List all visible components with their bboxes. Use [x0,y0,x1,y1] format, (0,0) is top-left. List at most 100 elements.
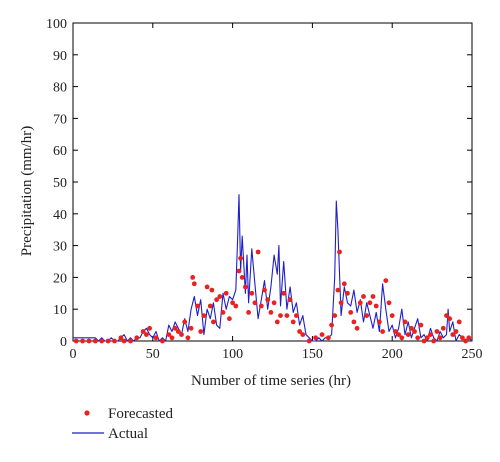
forecasted-point [204,284,210,290]
x-tick-label: 50 [146,347,160,362]
forecasted-point [239,275,245,280]
forecasted-point [190,275,196,280]
x-tick-label: 250 [462,347,483,362]
forecasted-point [306,338,312,344]
forecasted-point [220,310,226,315]
y-tick-label: 30 [53,240,67,255]
forecasted-point [169,335,175,341]
forecasted-point [431,338,437,344]
y-tick-label: 100 [46,17,67,32]
forecasted-point [179,332,184,337]
forecasted-point [313,335,318,341]
y-axis-title: Precipitation (mm/hr) [19,126,35,256]
forecasted-point [428,332,433,337]
legend: Forecasted Actual [72,406,173,442]
forecasted-point [274,319,280,325]
forecasted-point [153,335,159,341]
forecasted-point [399,335,405,341]
forecasted-point [249,290,255,296]
forecasted-point [252,300,258,306]
x-tick-label: 0 [70,347,77,362]
forecasted-point [201,313,207,318]
forecasted-point [198,329,204,334]
forecasted-point [207,303,213,309]
legend-forecasted-label: Forecasted [108,406,173,422]
forecasted-point [380,329,385,334]
forecasted-point [453,329,459,334]
forecasted-point [373,303,379,309]
forecasted-point [160,338,165,344]
forecasted-point [80,338,85,344]
forecasted-point [335,287,341,293]
forecasted-point [211,319,216,325]
forecasted-point [105,338,111,344]
x-axis-title: Number of time series (hr) [191,373,351,389]
forecasted-point [386,300,392,306]
forecasted-point [370,294,376,299]
forecasted-point [271,300,277,306]
forecasted-point [255,249,261,255]
forecasted-point [294,313,299,318]
x-tick-label: 200 [382,347,403,362]
forecasted-point [402,319,408,325]
y-tick-label: 50 [53,176,67,191]
forecasted-point [214,297,220,303]
forecasted-point [233,303,239,309]
forecasted-point [351,319,357,325]
forecasted-point [99,338,105,344]
forecasted-point [326,335,331,341]
forecasted-point [460,335,465,341]
forecasted-point [128,338,133,344]
forecasted-point [287,297,293,303]
forecasted-point [337,249,342,255]
forecasted-point [134,335,140,341]
forecasted-point [284,313,290,318]
forecasted-point [456,319,462,325]
forecasted-point [329,322,334,328]
x-tick-label: 150 [302,347,323,362]
forecasted-point [195,303,200,309]
forecasted-point [243,284,248,290]
forecasted-point [86,338,92,344]
y-tick-label: 80 [53,81,67,96]
y-tick-label: 60 [53,144,67,159]
forecasted-point [262,287,267,293]
forecasted-point [209,287,215,293]
forecasted-point [144,332,149,337]
forecasted-point [421,338,427,344]
forecasted-point [348,310,354,315]
legend-actual-label: Actual [108,426,148,442]
forecasted-point [238,255,244,261]
forecasted-point [185,335,191,341]
forecasted-point [424,335,430,341]
forecasted-point [418,322,424,328]
forecasted-point [332,313,338,318]
forecasted-point [217,294,223,299]
forecasted-point [121,338,127,344]
series-forecasted-group [73,249,472,344]
forecasted-point [377,319,382,325]
series-actual-group [73,194,473,342]
y-tick-label: 70 [53,112,67,127]
forecasted-point [265,297,271,303]
y-tick-label: 0 [60,335,67,350]
forecasted-point [463,338,468,344]
y-tick-label: 10 [53,303,67,318]
forecasted-point [450,332,456,337]
forecasted-point [281,290,287,296]
forecasted-point [405,332,411,337]
y-tick-label: 90 [53,49,67,64]
forecasted-point [223,290,229,296]
forecasted-point [367,300,373,306]
forecasted-point [341,281,347,287]
forecasted-point [357,300,363,306]
forecasted-point [345,290,350,296]
legend-forecasted-marker [84,410,90,416]
forecasted-point [393,329,398,334]
forecasted-point [466,335,472,341]
plot-area-border [72,22,473,342]
forecasted-point [415,335,421,341]
forecasted-point [319,332,325,337]
forecasted-point [354,325,360,331]
forecasted-point [92,338,98,344]
